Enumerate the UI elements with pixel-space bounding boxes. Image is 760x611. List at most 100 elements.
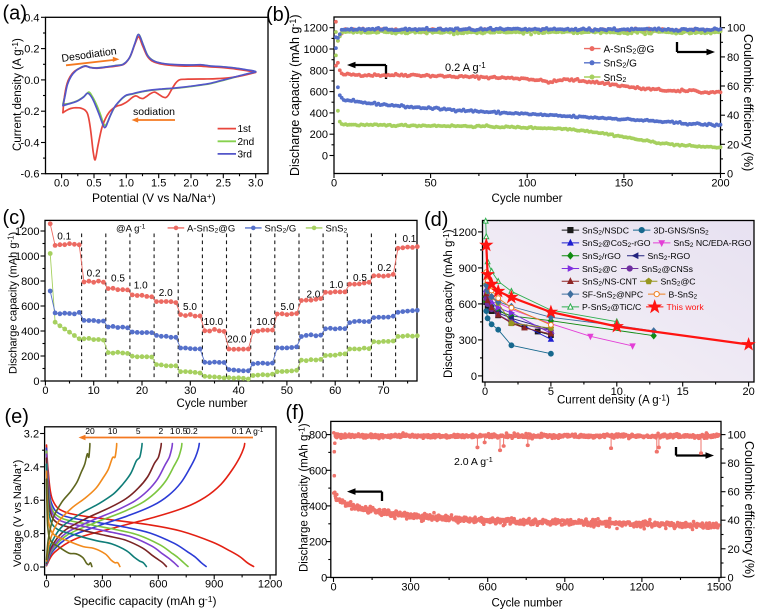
- svg-text:0: 0: [471, 371, 477, 383]
- svg-text:0.1 A g-1: 0.1 A g-1: [232, 426, 264, 436]
- svg-text:1200: 1200: [453, 227, 477, 239]
- svg-text:600: 600: [21, 301, 39, 313]
- svg-text:400: 400: [309, 501, 327, 513]
- svg-text:0: 0: [322, 151, 328, 163]
- svg-text:sodiation: sodiation: [133, 106, 175, 118]
- svg-text:0.5: 0.5: [353, 273, 367, 284]
- svg-text:2.0: 2.0: [183, 178, 198, 190]
- svg-text:SnS2@C: SnS2@C: [582, 264, 617, 275]
- svg-text:(a): (a): [3, 3, 27, 25]
- svg-text:80: 80: [727, 52, 739, 64]
- svg-text:SnS2/NSDC: SnS2/NSDC: [582, 225, 629, 236]
- svg-text:0.4: 0.4: [24, 12, 39, 24]
- svg-text:3D-GNS/SnS2: 3D-GNS/SnS2: [654, 225, 710, 236]
- svg-text:150: 150: [615, 177, 633, 189]
- svg-text:800: 800: [21, 276, 39, 288]
- svg-text:0.1: 0.1: [402, 234, 416, 245]
- svg-text:Cycle number: Cycle number: [177, 398, 248, 410]
- svg-text:20: 20: [742, 386, 754, 398]
- svg-text:Cycle number: Cycle number: [492, 598, 563, 610]
- svg-text:2.0 A g-1: 2.0 A g-1: [454, 455, 493, 468]
- svg-text:10.0: 10.0: [256, 317, 276, 328]
- svg-text:900: 900: [205, 579, 223, 591]
- svg-text:Current density (A g-1): Current density (A g-1): [10, 38, 24, 151]
- svg-text:50: 50: [424, 177, 436, 189]
- svg-text:SF-SnS2@NPC: SF-SnS2@NPC: [582, 289, 643, 300]
- svg-text:2.0: 2.0: [306, 290, 320, 301]
- svg-text:0.2: 0.2: [87, 269, 101, 280]
- svg-text:20.0: 20.0: [227, 334, 247, 345]
- svg-text:SnS2/G: SnS2/G: [604, 59, 638, 70]
- svg-text:300: 300: [401, 581, 419, 593]
- svg-text:10: 10: [611, 386, 623, 398]
- svg-text:-0.2: -0.2: [21, 106, 40, 118]
- svg-text:B-SnS2: B-SnS2: [669, 289, 698, 300]
- svg-text:(d): (d): [424, 209, 448, 231]
- svg-text:2.5: 2.5: [216, 178, 231, 190]
- svg-text:SnS2/G: SnS2/G: [265, 224, 297, 235]
- svg-text:0.5: 0.5: [175, 426, 187, 436]
- svg-text:0.5: 0.5: [111, 274, 125, 285]
- svg-text:200: 200: [21, 351, 39, 363]
- svg-text:400: 400: [310, 108, 328, 120]
- svg-text:600: 600: [149, 579, 167, 591]
- svg-text:This work: This work: [667, 302, 705, 312]
- svg-text:0: 0: [728, 572, 734, 584]
- svg-text:600: 600: [479, 581, 497, 593]
- svg-text:400: 400: [21, 326, 39, 338]
- svg-text:1.0: 1.0: [134, 281, 148, 292]
- svg-text:10: 10: [88, 385, 100, 397]
- svg-text:0.2: 0.2: [377, 263, 391, 274]
- svg-text:SnS2: SnS2: [326, 224, 348, 235]
- svg-text:Voltage (V vs Na/Na+): Voltage (V vs Na/Na+): [11, 460, 24, 567]
- svg-text:@A g-1: @A g-1: [116, 224, 146, 235]
- svg-text:100: 100: [727, 23, 745, 35]
- svg-text:SnS2/rGO: SnS2/rGO: [582, 251, 621, 262]
- svg-text:1200: 1200: [15, 226, 39, 238]
- svg-text:0: 0: [321, 572, 327, 584]
- svg-text:0: 0: [727, 169, 733, 181]
- svg-text:20: 20: [136, 385, 148, 397]
- svg-text:0: 0: [331, 177, 337, 189]
- svg-text:30: 30: [184, 385, 196, 397]
- svg-text:1.6: 1.6: [24, 495, 39, 507]
- svg-text:Coulombic efficiency (%): Coulombic efficiency (%): [742, 441, 756, 578]
- svg-text:60: 60: [329, 385, 341, 397]
- svg-text:100: 100: [518, 177, 536, 189]
- svg-text:0.2: 0.2: [24, 44, 39, 56]
- svg-text:3rd: 3rd: [238, 150, 252, 161]
- svg-text:1200: 1200: [304, 23, 328, 35]
- svg-text:(f): (f): [286, 402, 305, 424]
- svg-text:(e): (e): [5, 406, 29, 428]
- svg-text:600: 600: [309, 465, 327, 477]
- svg-text:800: 800: [310, 65, 328, 77]
- svg-text:0: 0: [330, 581, 336, 593]
- svg-text:200: 200: [310, 129, 328, 141]
- svg-text:800: 800: [309, 430, 327, 442]
- svg-text:0.0: 0.0: [24, 75, 39, 87]
- svg-text:-0.6: -0.6: [21, 169, 40, 181]
- svg-text:1500: 1500: [707, 581, 731, 593]
- svg-text:2: 2: [159, 426, 164, 436]
- svg-text:80: 80: [728, 458, 740, 470]
- svg-text:600: 600: [310, 87, 328, 99]
- svg-text:SnS2-RGO: SnS2-RGO: [648, 251, 691, 262]
- svg-text:1.0: 1.0: [119, 178, 134, 190]
- svg-text:1200: 1200: [630, 581, 654, 593]
- svg-text:200: 200: [711, 177, 729, 189]
- svg-text:1000: 1000: [304, 44, 328, 56]
- svg-text:60: 60: [728, 487, 740, 499]
- svg-text:100: 100: [728, 430, 746, 442]
- svg-text:-0.4: -0.4: [21, 138, 40, 150]
- svg-text:(c): (c): [3, 207, 26, 229]
- svg-text:1.0: 1.0: [329, 280, 343, 291]
- svg-text:600: 600: [459, 299, 477, 311]
- svg-text:900: 900: [556, 581, 574, 593]
- svg-text:40: 40: [727, 110, 739, 122]
- svg-text:SnS2 NC/EDA-RGO: SnS2 NC/EDA-RGO: [674, 238, 752, 249]
- svg-text:70: 70: [377, 385, 389, 397]
- svg-text:3.0: 3.0: [248, 178, 263, 190]
- svg-text:Discharge capacity (mAh g-1): Discharge capacity (mAh g-1): [288, 14, 302, 176]
- svg-text:0.0: 0.0: [24, 562, 39, 574]
- svg-text:5.0: 5.0: [281, 302, 295, 313]
